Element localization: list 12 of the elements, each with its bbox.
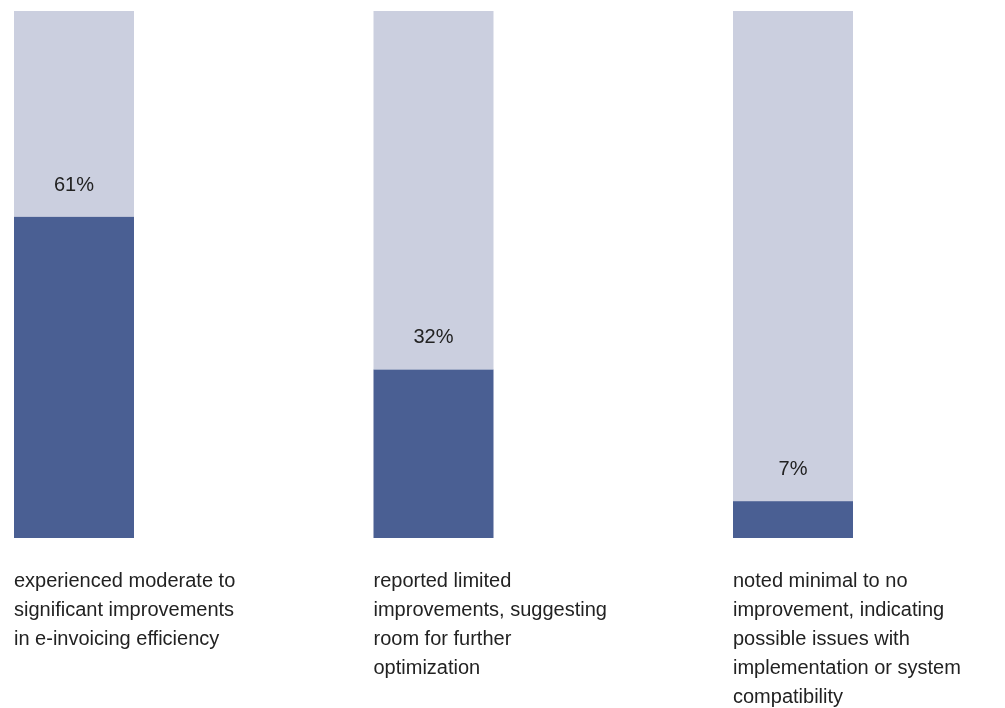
data-label: 7%: [778, 457, 808, 480]
x-tick-label: experienced moderate to significant improvements in e-invoicing efficiency: [14, 569, 236, 649]
bar: [733, 501, 853, 538]
x-tick-label: reported limited improvements, suggesting room for further optimization: [373, 569, 607, 678]
bar: [373, 11, 494, 370]
bar: [14, 216, 134, 538]
x-tick-label: noted minimal to no improvement, indicating possible issues with implementation or system compatibility: [733, 569, 961, 707]
bar: [373, 369, 494, 538]
bar: [733, 11, 853, 502]
data-label: 32%: [413, 325, 454, 348]
bar: [14, 11, 134, 217]
data-label: 61%: [53, 172, 95, 195]
